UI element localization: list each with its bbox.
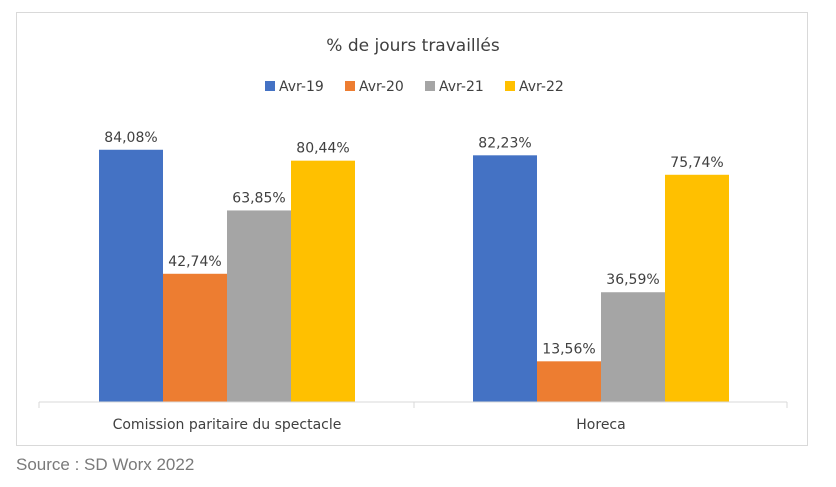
data-labels: 84,08% 42,74% 63,85% 80,44% 82,23% 13,56% 36,5… <box>104 130 723 358</box>
x-axis: Comission paritaire du spectacle Horeca <box>38 401 788 433</box>
legend-label-avr-22: Avr-22 <box>519 79 564 95</box>
legend: Avr-19 Avr-20 Avr-21 Avr-22 <box>265 79 564 95</box>
data-label-avr-22-1: 80,44% <box>296 141 349 157</box>
bar-avr-19-2 <box>473 155 537 402</box>
bar-avr-20-2 <box>537 361 601 402</box>
data-label-avr-21-2: 36,59% <box>606 272 659 288</box>
chart-frame: % de jours travaillés Avr-19 Avr-20 Avr-21… <box>16 12 808 446</box>
bar-chart: % de jours travaillés Avr-19 Avr-20 Avr-21… <box>38 36 788 433</box>
category-label-2: Horeca <box>576 417 625 433</box>
bar-avr-21-1 <box>227 210 291 402</box>
chart-title: % de jours travaillés <box>326 36 500 56</box>
source-note: Source : SD Worx 2022 <box>16 455 195 474</box>
bar-avr-20-1 <box>163 273 227 402</box>
data-label-avr-22-2: 75,74% <box>670 155 723 171</box>
data-label-avr-20-1: 42,74% <box>168 254 221 270</box>
bar-avr-21-2 <box>601 292 665 402</box>
legend-swatch-avr-21 <box>425 81 435 91</box>
bar-avr-22-2 <box>665 174 729 402</box>
bars <box>99 149 729 402</box>
data-label-avr-21-1: 63,85% <box>232 190 285 206</box>
data-label-avr-19-2: 82,23% <box>478 135 531 151</box>
data-label-avr-19-1: 84,08% <box>104 130 157 146</box>
legend-swatch-avr-19 <box>265 81 275 91</box>
category-label-1: Comission paritaire du spectacle <box>113 417 342 433</box>
legend-label-avr-19: Avr-19 <box>279 79 324 95</box>
bar-avr-22-1 <box>291 160 355 402</box>
bar-avr-19-1 <box>99 149 163 402</box>
legend-swatch-avr-20 <box>345 81 355 91</box>
data-label-avr-20-2: 13,56% <box>542 341 595 357</box>
legend-label-avr-20: Avr-20 <box>359 79 404 95</box>
legend-swatch-avr-22 <box>505 81 515 91</box>
legend-label-avr-21: Avr-21 <box>439 79 484 95</box>
